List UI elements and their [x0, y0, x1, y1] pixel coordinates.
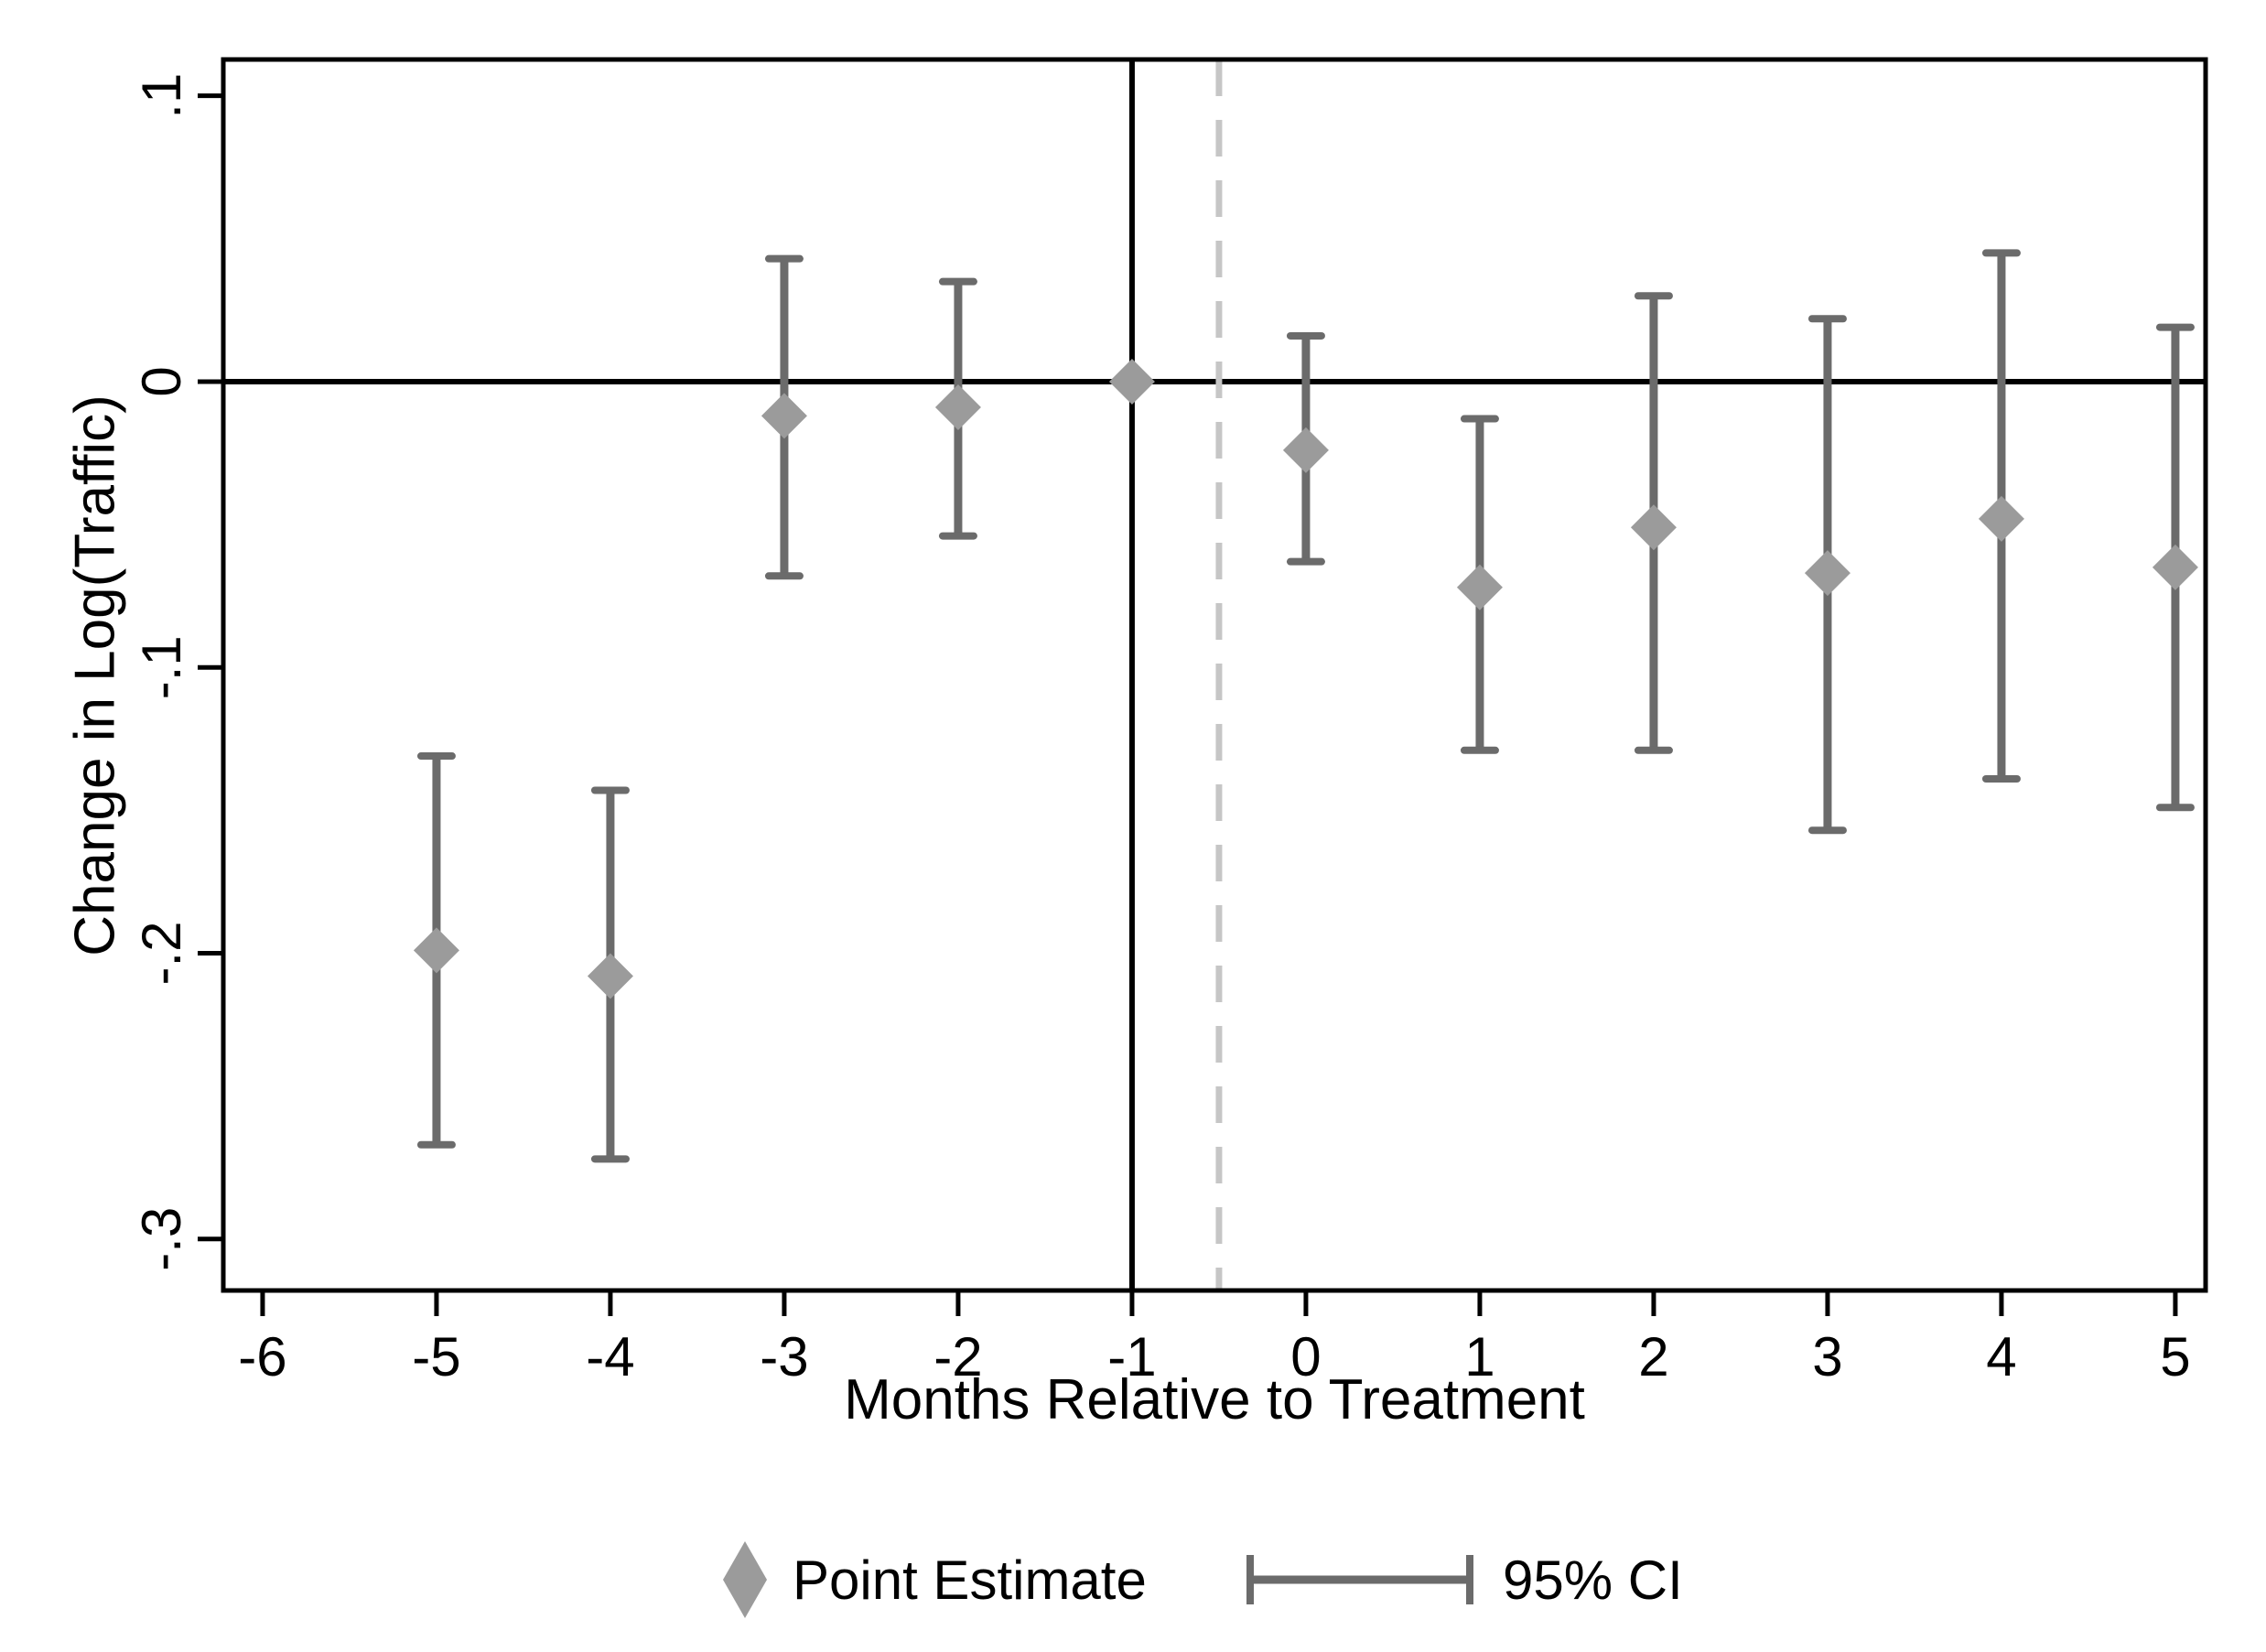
point-estimate-marker	[761, 393, 807, 439]
x-tick-label: 4	[1986, 1326, 2016, 1387]
point-estimate-marker	[2152, 544, 2198, 590]
y-axis-ticks: .1 0 -.1 -.2 -.3	[131, 73, 223, 1271]
y-tick-label: -.2	[131, 921, 192, 985]
legend-ci-label: 95% CI	[1503, 1549, 1683, 1611]
x-tick-label: -2	[933, 1326, 982, 1387]
y-tick-label: -.3	[131, 1207, 192, 1271]
x-tick-label: -4	[586, 1326, 634, 1387]
point-estimate-marker	[587, 953, 633, 999]
x-tick-label: 1	[1464, 1326, 1494, 1387]
plot-border	[221, 57, 2208, 1293]
point-estimates	[413, 358, 2198, 999]
x-tick-label: 2	[1638, 1326, 1668, 1387]
point-estimate-marker	[1456, 564, 1503, 610]
point-estimate-marker	[413, 927, 459, 974]
x-tick-label: 3	[1812, 1326, 1842, 1387]
y-tick-label: 0	[131, 366, 192, 396]
point-estimate-marker	[1630, 504, 1677, 551]
error-bars	[416, 249, 2195, 1163]
legend-diamond-icon	[723, 1541, 767, 1618]
x-tick-label: 0	[1290, 1326, 1321, 1387]
legend: Point Estimate 95% CI	[723, 1541, 1683, 1618]
point-estimate-marker	[1282, 426, 1329, 473]
legend-ci-icon	[1246, 1555, 1473, 1604]
x-tick-label: -6	[238, 1326, 286, 1387]
x-tick-label: -1	[1107, 1326, 1156, 1387]
x-tick-label: -5	[412, 1326, 460, 1387]
y-tick-label: -.1	[131, 635, 192, 699]
point-estimate-marker	[934, 384, 981, 431]
y-tick-label: .1	[131, 73, 192, 119]
point-estimate-marker	[1978, 495, 2024, 542]
x-axis-title: Months Relative to Treatment	[844, 1368, 1585, 1431]
point-estimate-marker	[1804, 550, 1851, 597]
point-estimate-marker	[1108, 358, 1155, 405]
x-tick-label: -3	[760, 1326, 808, 1387]
y-axis-title: Change in Log(Traffic)	[64, 394, 127, 956]
legend-point-estimate-label: Point Estimate	[793, 1549, 1147, 1611]
x-axis-ticks: -6 -5 -4 -3 -2 -1 0 1 2 3 4 5	[238, 1290, 2191, 1387]
x-tick-label: 5	[2160, 1326, 2190, 1387]
